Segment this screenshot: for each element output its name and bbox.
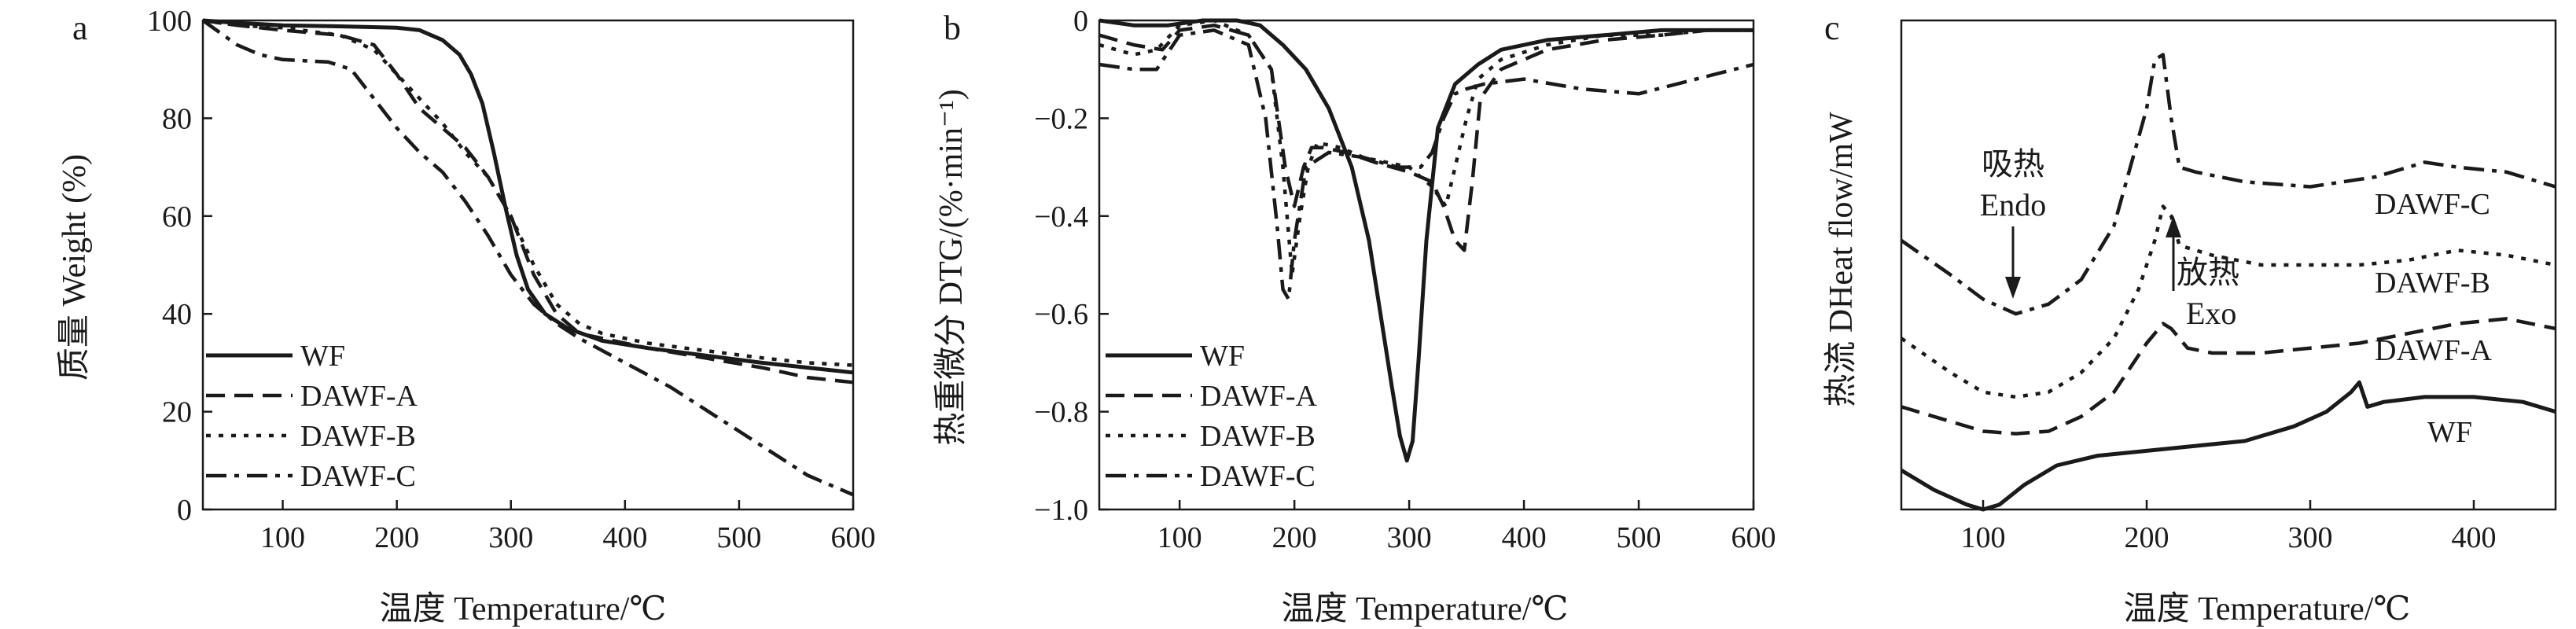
- series-line-dawf-a: [1098, 23, 1754, 252]
- panel-a-x-axis-label: 温度 Temperature/℃: [380, 591, 667, 627]
- panel-a-axes: 100 200 300 400 500 600 0 20 40 60 80 100 WF DAWF-A DA…: [147, 5, 876, 554]
- x-tick-label: 500: [716, 521, 761, 554]
- y-tick-label: −0.4: [1034, 200, 1088, 234]
- series-line-wf: [202, 18, 854, 375]
- x-tick-label: 200: [374, 521, 419, 554]
- x-tick-label: 200: [2125, 521, 2169, 554]
- endo-label-en: Endo: [1980, 187, 2046, 223]
- panel-b-axes: 100 200 300 400 500 600 0 −0.2 −0.4 −0.6 −0.8 −1.0 W…: [1034, 5, 1776, 554]
- legend-label-dawf-b: DAWF-B: [1200, 420, 1316, 453]
- series-line-dawf-b: [202, 18, 854, 367]
- x-tick-label: 600: [1731, 521, 1776, 554]
- x-tick-label: 400: [602, 521, 647, 554]
- x-tick-label: 400: [1502, 521, 1547, 554]
- x-tick-label: 300: [488, 521, 533, 554]
- panel-c-dsc-chart: c 100 200 300 400 DAWF-C DAWF-B DAWF-A WF 温度 Te…: [1823, 9, 2557, 627]
- exo-label-cn: 放热: [2177, 255, 2239, 290]
- endo-arrow-icon: [2005, 226, 2021, 299]
- panel-label-b: b: [944, 9, 961, 47]
- y-tick-label: 80: [162, 102, 192, 135]
- series-line-dawf-c: [201, 19, 854, 497]
- panel-label-c: c: [1824, 9, 1840, 47]
- y-tick-label: 0: [1073, 5, 1088, 38]
- series-line-wf: [1900, 380, 2556, 512]
- x-tick-label: 300: [2288, 521, 2333, 554]
- panel-c-axes: 100 200 300 400 DAWF-C DAWF-B DAWF-A WF: [1900, 19, 2557, 554]
- x-tick-label: 100: [1157, 521, 1202, 554]
- exo-label-en: Exo: [2186, 296, 2236, 331]
- x-tick-label: 400: [2452, 521, 2497, 554]
- y-tick-label: 0: [177, 494, 192, 527]
- panel-b-x-axis-label: 温度 Temperature/℃: [1282, 591, 1569, 627]
- panel-c-x-axis-label: 温度 Temperature/℃: [2124, 591, 2411, 627]
- y-tick-label: 40: [162, 298, 192, 331]
- series-line-dawf-a: [1901, 317, 2556, 436]
- panel-b-dtg-chart: b 100 200 300 400 500 600 0 −0.2 −0.4 −0.6 −0.8 −1.…: [933, 5, 1776, 627]
- endo-label-cn: 吸热: [1982, 146, 2044, 182]
- plot-frame: [1900, 19, 2557, 511]
- y-tick-label: 60: [162, 200, 192, 234]
- series-line-dawf-b: [1900, 204, 2556, 399]
- exo-arrow-icon: [2166, 215, 2181, 291]
- y-tick-label: −1.0: [1034, 494, 1088, 527]
- x-tick-label: 300: [1387, 521, 1432, 554]
- y-tick-label: −0.6: [1034, 298, 1088, 331]
- y-tick-label: 100: [147, 5, 192, 38]
- series-line-dawf-a: [202, 18, 854, 384]
- legend-label-dawf-c: DAWF-C: [300, 460, 416, 493]
- panel-b-y-axis-label: 热重微分 DTG/(%·min⁻¹): [933, 89, 970, 446]
- y-tick-label: −0.2: [1034, 102, 1088, 135]
- x-tick-label: 200: [1272, 521, 1317, 554]
- x-tick-label: 600: [831, 521, 876, 554]
- panel-label-a: a: [72, 9, 88, 47]
- x-tick-label: 100: [260, 521, 305, 554]
- panel-c-y-axis-label: 热流 DHeat flow/mW: [1823, 112, 1860, 407]
- curve-label-dawf-a: DAWF-A: [2375, 334, 2492, 367]
- plot-frame: [201, 19, 855, 511]
- curve-label-dawf-c: DAWF-C: [2375, 188, 2490, 221]
- legend-label-dawf-a: DAWF-A: [300, 380, 418, 413]
- legend-label-wf: WF: [300, 340, 345, 373]
- curve-label-wf: WF: [2427, 416, 2472, 449]
- plot-frame: [1098, 19, 1755, 511]
- series-line-wf: [1098, 18, 1754, 463]
- x-tick-label: 500: [1617, 521, 1662, 554]
- series-line-dawf-c: [1900, 53, 2556, 316]
- x-tick-label: 100: [1961, 521, 2006, 554]
- panel-a-weight-chart: a 100 200 300 400 500 600 0 20 40 60 80 100 WF DAWF-A…: [57, 5, 876, 627]
- legend-label-wf: WF: [1200, 340, 1245, 373]
- y-tick-label: 20: [162, 396, 192, 429]
- series-line-dawf-c: [1098, 28, 1754, 301]
- legend-label-dawf-c: DAWF-C: [1200, 460, 1316, 493]
- legend-label-dawf-b: DAWF-B: [300, 420, 416, 453]
- curve-label-dawf-b: DAWF-B: [2375, 267, 2490, 300]
- legend-label-dawf-a: DAWF-A: [1200, 380, 1317, 413]
- y-tick-label: −0.8: [1034, 396, 1088, 429]
- panel-a-y-axis-label: 质量 Weight (%): [57, 154, 93, 381]
